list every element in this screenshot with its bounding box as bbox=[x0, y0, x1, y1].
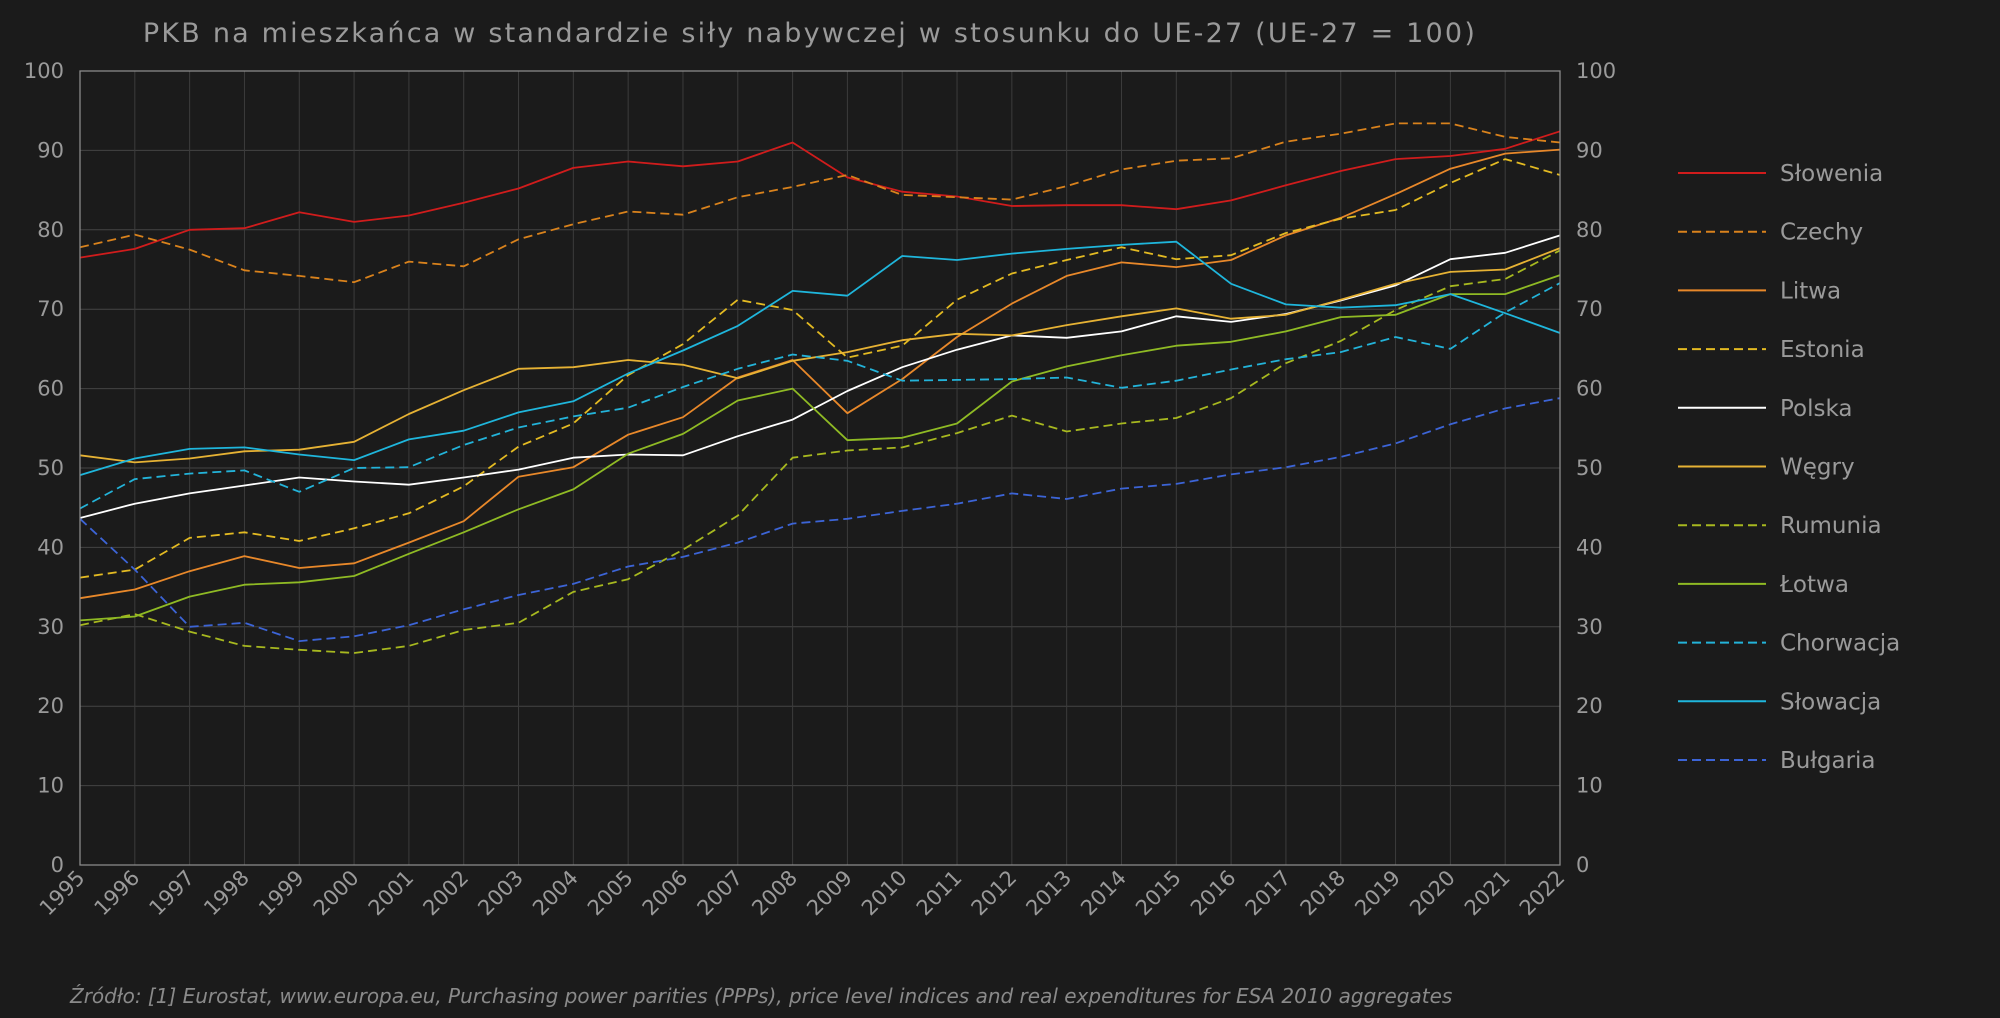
x-tick-label: 2001 bbox=[364, 866, 419, 921]
series-line bbox=[79, 122, 1561, 284]
x-tick-label: 2016 bbox=[1186, 866, 1241, 921]
series-line bbox=[79, 282, 1561, 510]
chart-title: PKB na mieszkańca w standardzie siły nab… bbox=[142, 18, 1478, 49]
x-tick-label: 2018 bbox=[1296, 866, 1351, 921]
x-tick-label: 1996 bbox=[90, 866, 145, 921]
y-tick-label-left: 20 bbox=[37, 694, 64, 718]
x-tick-label: 2007 bbox=[693, 866, 748, 921]
x-tick-label: 2004 bbox=[528, 866, 583, 921]
x-tick-label: 2012 bbox=[967, 866, 1022, 921]
x-tick-label: 2005 bbox=[583, 866, 638, 921]
x-tick-label: 1998 bbox=[199, 866, 254, 921]
y-tick-label-right: 20 bbox=[1576, 694, 1603, 718]
legend-label: Słowenia bbox=[1780, 161, 1883, 187]
x-tick-label: 1997 bbox=[144, 866, 199, 921]
legend-label: Czechy bbox=[1780, 220, 1863, 246]
y-tick-label-left: 70 bbox=[37, 297, 64, 321]
x-tick-label: 2015 bbox=[1131, 866, 1186, 921]
y-tick-label-right: 100 bbox=[1576, 59, 1616, 83]
y-tick-label-right: 50 bbox=[1576, 456, 1603, 480]
legend-label: Łotwa bbox=[1779, 572, 1849, 598]
x-tick-label: 2020 bbox=[1405, 866, 1460, 921]
y-tick-label-left: 80 bbox=[37, 218, 64, 242]
x-tick-label: 2006 bbox=[638, 866, 693, 921]
y-tick-label-left: 0 bbox=[51, 853, 64, 877]
y-tick-label-right: 30 bbox=[1576, 615, 1603, 639]
legend-label: Rumunia bbox=[1780, 513, 1882, 539]
y-tick-label-left: 100 bbox=[24, 59, 64, 83]
series-lines bbox=[79, 122, 1561, 654]
series-line bbox=[79, 130, 1561, 259]
series-line bbox=[79, 247, 1561, 464]
legend-label: Estonia bbox=[1780, 337, 1865, 363]
x-tick-label: 2019 bbox=[1350, 866, 1405, 921]
y-tick-label-right: 90 bbox=[1576, 138, 1603, 162]
legend-label: Słowacja bbox=[1780, 689, 1881, 715]
x-tick-label: 2010 bbox=[857, 866, 912, 921]
legend-label: Litwa bbox=[1780, 278, 1841, 304]
series-line bbox=[79, 274, 1561, 622]
series-line bbox=[79, 234, 1561, 519]
legend-label: Węgry bbox=[1780, 455, 1855, 481]
series-line bbox=[79, 148, 1561, 600]
y-tick-label-right: 80 bbox=[1576, 218, 1603, 242]
x-tick-label: 2008 bbox=[747, 866, 802, 921]
grid bbox=[79, 70, 1561, 866]
x-tick-label: 2022 bbox=[1515, 866, 1570, 921]
legend-label: Bułgaria bbox=[1780, 748, 1876, 774]
series-line bbox=[79, 158, 1561, 579]
legend-label: Polska bbox=[1780, 396, 1853, 422]
y-tick-label-right: 0 bbox=[1576, 853, 1589, 877]
source-note: Źródło: [1] Eurostat, www.europa.eu, Pur… bbox=[70, 984, 1453, 1008]
x-tick-label: 2002 bbox=[418, 866, 473, 921]
x-tick-label: 2003 bbox=[473, 866, 528, 921]
y-tick-label-right: 10 bbox=[1576, 774, 1603, 798]
y-tick-label-left: 60 bbox=[37, 377, 64, 401]
x-tick-label: 2021 bbox=[1460, 866, 1515, 921]
x-tick-label: 2013 bbox=[1021, 866, 1076, 921]
y-tick-label-right: 40 bbox=[1576, 535, 1603, 559]
x-tick-label: 2017 bbox=[1241, 866, 1296, 921]
y-tick-label-left: 40 bbox=[37, 535, 64, 559]
legend-label: Chorwacja bbox=[1780, 631, 1900, 657]
x-tick-label: 2009 bbox=[802, 866, 857, 921]
plot-frame bbox=[79, 70, 1561, 866]
y-tick-label-left: 30 bbox=[37, 615, 64, 639]
series-line bbox=[79, 249, 1561, 654]
y-tick-label-left: 90 bbox=[37, 138, 64, 162]
series-line bbox=[79, 240, 1561, 476]
x-tick-label: 2014 bbox=[1076, 866, 1131, 921]
y-tick-label-right: 60 bbox=[1576, 377, 1603, 401]
y-tick-label-left: 50 bbox=[37, 456, 64, 480]
series-line bbox=[79, 397, 1561, 642]
legend: Słowenia Czechy Litwa Estonia Polska Węgry Rum… bbox=[1678, 161, 1900, 774]
y-tick-label-left: 10 bbox=[37, 774, 64, 798]
x-tick-label: 2000 bbox=[309, 866, 364, 921]
y-tick-label-right: 70 bbox=[1576, 297, 1603, 321]
x-tick-label: 1999 bbox=[254, 866, 309, 921]
x-tick-label: 2011 bbox=[912, 866, 967, 921]
